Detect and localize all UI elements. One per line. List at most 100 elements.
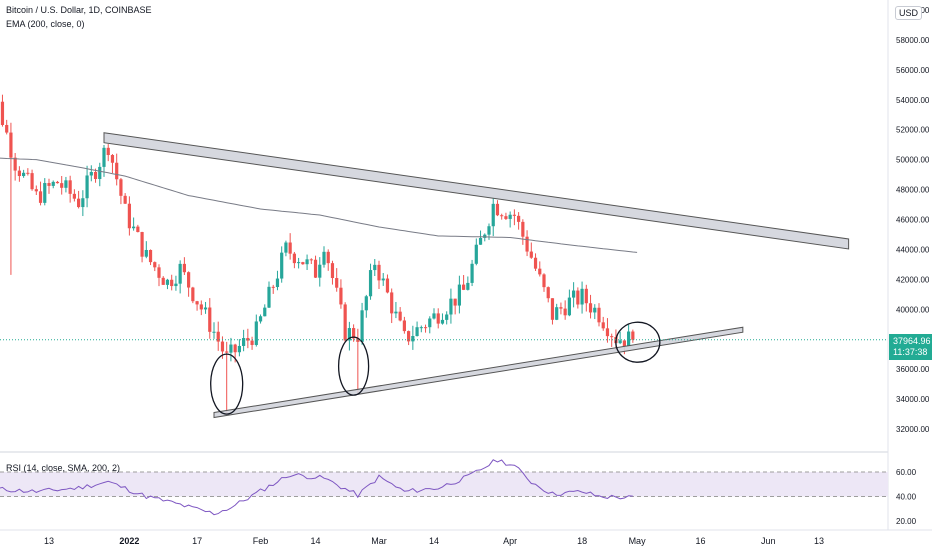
candle xyxy=(77,190,81,209)
candle-body xyxy=(9,132,13,158)
candle xyxy=(148,249,153,266)
price-tick-label: 32000.00 xyxy=(896,425,930,434)
candle xyxy=(457,275,461,314)
candle-body xyxy=(267,286,271,308)
candle-body xyxy=(93,171,98,180)
candles xyxy=(0,94,635,415)
candle xyxy=(326,249,330,271)
time-tick-label: Apr xyxy=(503,536,517,546)
candle-body xyxy=(153,262,157,268)
price-tick-label: 42000.00 xyxy=(896,275,930,284)
candle-body xyxy=(132,226,136,229)
candle xyxy=(22,169,26,178)
circled-low xyxy=(615,321,661,363)
candle-body xyxy=(30,173,34,190)
price-tick-label: 44000.00 xyxy=(896,245,930,254)
candle-body xyxy=(81,198,85,208)
candle-body xyxy=(390,292,394,314)
candle-body xyxy=(17,170,21,177)
candle-body xyxy=(157,267,161,278)
candle xyxy=(30,169,34,191)
candle-body xyxy=(144,249,148,257)
candle xyxy=(263,304,267,317)
candle xyxy=(436,308,440,329)
price-tick-label: 58000.00 xyxy=(896,36,930,45)
candle-body xyxy=(580,288,584,305)
resistance-channel xyxy=(103,132,850,250)
candle-body xyxy=(47,183,51,186)
candle-body xyxy=(449,298,453,315)
candle-body xyxy=(229,344,233,353)
candle-body xyxy=(555,307,559,320)
candle-body xyxy=(98,166,102,180)
candle-body xyxy=(601,322,605,329)
candle-body xyxy=(38,191,43,203)
candle xyxy=(559,302,563,315)
candle xyxy=(440,313,445,325)
candle-body xyxy=(517,215,521,222)
candle-body xyxy=(550,298,555,320)
candle-body xyxy=(597,307,601,323)
candle xyxy=(567,289,571,317)
candle xyxy=(563,300,567,320)
candle-body xyxy=(318,264,322,278)
candle xyxy=(0,94,5,127)
candle xyxy=(254,314,258,347)
time-tick-label: Mar xyxy=(371,536,387,546)
candle xyxy=(491,198,495,237)
candle-body xyxy=(402,320,406,332)
candle xyxy=(631,329,635,343)
candle xyxy=(428,316,432,334)
candle-body xyxy=(466,282,470,290)
circled-low xyxy=(210,353,244,415)
currency-button[interactable]: USD xyxy=(894,6,922,20)
candle-body xyxy=(199,304,203,310)
candle xyxy=(415,321,419,337)
candle-body xyxy=(170,279,174,287)
candle-body xyxy=(470,263,474,283)
candle xyxy=(385,274,390,294)
candle xyxy=(288,233,292,260)
time-tick-label: 13 xyxy=(44,536,54,546)
candle-body xyxy=(119,179,123,196)
candle-body xyxy=(271,286,275,288)
candle-body xyxy=(508,214,512,219)
candle xyxy=(93,168,98,183)
time-tick-label: Jun xyxy=(761,536,776,546)
candle-body xyxy=(13,157,17,171)
candle-body xyxy=(436,313,440,324)
last-price-tag: 37964.96 11:37:38 xyxy=(889,334,932,360)
candle xyxy=(580,281,584,314)
candle-body xyxy=(5,124,9,133)
candle xyxy=(495,200,500,217)
candle-body xyxy=(106,147,110,156)
candle xyxy=(373,259,377,277)
candle-body xyxy=(474,244,478,264)
candle xyxy=(588,294,593,319)
candle-body xyxy=(242,338,246,346)
candle-body xyxy=(411,336,415,342)
candle-body xyxy=(525,236,529,252)
candle-body xyxy=(22,172,26,177)
candle xyxy=(47,178,51,194)
candle xyxy=(466,276,470,291)
candle-body xyxy=(491,203,495,227)
candle xyxy=(555,303,559,321)
candle xyxy=(13,153,17,181)
candle xyxy=(17,166,21,182)
candle-body xyxy=(478,237,483,245)
candle xyxy=(191,286,195,304)
candle xyxy=(322,246,326,268)
candle-body xyxy=(297,262,301,264)
candle-body xyxy=(428,318,432,328)
candle xyxy=(140,231,144,263)
candle xyxy=(449,288,453,324)
price-tick-label: 40000.00 xyxy=(896,305,930,314)
candle xyxy=(610,333,614,347)
candle xyxy=(119,177,123,205)
candle xyxy=(627,324,631,347)
candle-body xyxy=(110,155,115,163)
last-price-label: 37964.96 xyxy=(893,336,931,346)
candle-body xyxy=(220,341,225,352)
